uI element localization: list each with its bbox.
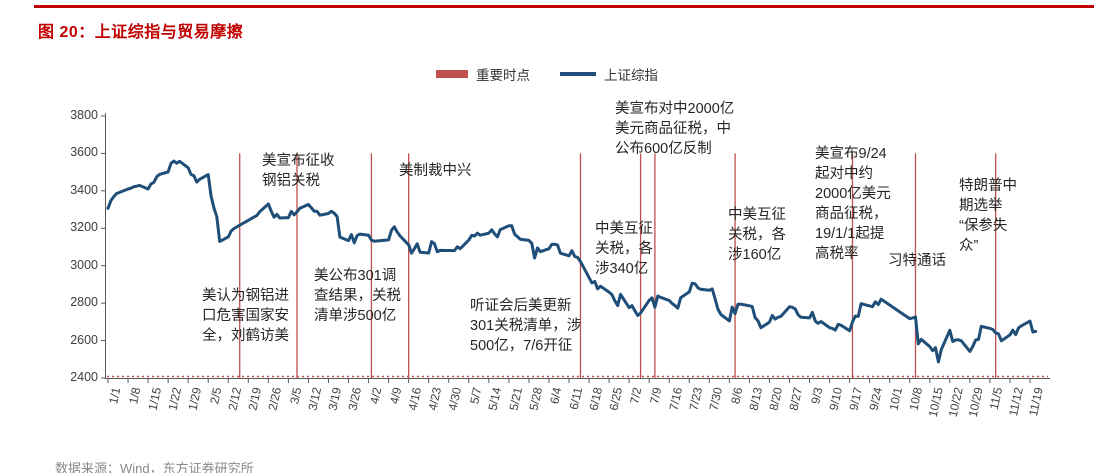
event-annotation-line: 公布600亿反制 xyxy=(615,141,712,157)
event-annotation-line: 口危害国家安 xyxy=(202,308,289,324)
event-annotation-line: 全，刘鹤访美 xyxy=(202,328,289,344)
event-annotation-line: 涉340亿 xyxy=(595,261,649,277)
event-annotation-line: 美制裁中兴 xyxy=(399,163,472,179)
event-annotation-line: 美宣布9/24 xyxy=(815,146,887,162)
event-annotation-line: 关税，各 xyxy=(595,241,653,257)
y-tick-label: 2400 xyxy=(70,370,98,384)
event-annotation-line: 清单涉500亿 xyxy=(314,308,397,324)
y-tick-label: 3600 xyxy=(70,145,98,160)
event-annotation-line: 习特通话 xyxy=(888,253,946,269)
event-annotation-line: 中美互征 xyxy=(595,221,653,237)
event-annotation: 中美互征关税，各涉340亿 xyxy=(595,219,653,279)
event-annotation-line: 美宣布对中2000亿 xyxy=(615,101,735,117)
event-annotation-line: 查结果，关税 xyxy=(314,288,401,304)
legend-red-bar-swatch xyxy=(436,70,468,78)
y-tick-label: 2800 xyxy=(70,295,98,310)
event-annotation-line: 众” xyxy=(959,238,979,254)
event-annotation: 美公布301调 查结果，关税 清单涉500亿 xyxy=(314,266,401,326)
event-annotation: 美宣布9/24 起对中约 2000亿美元 商品征税， 19/1/1起提 高税率 xyxy=(815,144,891,264)
y-tick-label: 3400 xyxy=(70,182,98,197)
event-annotation-line: 钢铝关税 xyxy=(262,173,320,189)
legend-label-sse-index: 上证综指 xyxy=(604,68,658,83)
event-annotation: 美认为钢铝进 口危害国家安 全，刘鹤访美 xyxy=(202,286,289,346)
event-annotation: 听证会后美更新 301关税清单，涉 500亿，7/6开征 xyxy=(470,296,581,356)
event-annotation-line: 商品征税， xyxy=(815,206,888,222)
figure-title: 图 20：上证综指与贸易摩擦 xyxy=(38,24,244,41)
header-rule xyxy=(34,5,1094,8)
event-annotation-line: 美宣布征收 xyxy=(262,153,335,169)
event-annotation-line: 500亿，7/6开征 xyxy=(470,338,573,354)
event-annotation-line: 期选举 xyxy=(959,198,1003,214)
legend: 重要时点 上证综指 xyxy=(0,64,1094,84)
event-annotation-line: “保参失 xyxy=(959,218,1008,234)
y-tick-label: 3200 xyxy=(70,220,98,235)
event-annotation-line: 19/1/1起提 xyxy=(815,226,885,242)
legend-blue-line-swatch xyxy=(560,72,596,76)
price-line xyxy=(106,159,1038,364)
event-annotation-line: 涉160亿 xyxy=(728,247,782,263)
x-tick-label: 3/5 xyxy=(286,386,305,406)
event-annotation-line: 高税率 xyxy=(815,246,859,262)
event-annotation: 美宣布对中2000亿 美元商品征税，中 公布600亿反制 xyxy=(615,99,734,159)
event-annotation: 习特通话 xyxy=(888,251,946,271)
event-annotation-line: 2000亿美元 xyxy=(815,186,891,202)
y-tick-label: 2600 xyxy=(70,332,98,347)
event-annotation-line: 起对中约 xyxy=(815,166,873,182)
event-annotation-line: 听证会后美更新 xyxy=(470,298,572,314)
event-annotation-line: 特朗普中 xyxy=(959,178,1017,194)
legend-label-important-points: 重要时点 xyxy=(476,68,530,83)
event-annotation-line: 美公布301调 xyxy=(314,268,397,284)
y-tick-label: 3000 xyxy=(70,257,98,272)
event-annotation: 美制裁中兴 xyxy=(399,161,472,181)
event-annotation-line: 中美互征 xyxy=(728,207,786,223)
event-annotation: 特朗普中期选举 “保参失众” xyxy=(959,176,1017,256)
legend-item-sse-index: 上证综指 xyxy=(560,64,658,84)
event-annotation: 美宣布征收 钢铝关税 xyxy=(262,151,335,191)
x-tick-label: 8/6 xyxy=(727,386,746,406)
event-annotation-line: 301关税清单，涉 xyxy=(470,318,582,334)
event-annotation-line: 美元商品征税，中 xyxy=(615,121,731,137)
source-note: 数据来源：Wind，东方证券研究所 xyxy=(55,461,254,473)
legend-item-important-points: 重要时点 xyxy=(436,64,530,84)
event-annotation-line: 关税，各 xyxy=(728,227,786,243)
event-annotation: 中美互征关税，各涉160亿 xyxy=(728,205,786,265)
y-tick-label: 3800 xyxy=(70,108,98,122)
x-tick-label: 2/5 xyxy=(206,386,224,406)
event-annotation-line: 美认为钢铝进 xyxy=(202,288,289,304)
